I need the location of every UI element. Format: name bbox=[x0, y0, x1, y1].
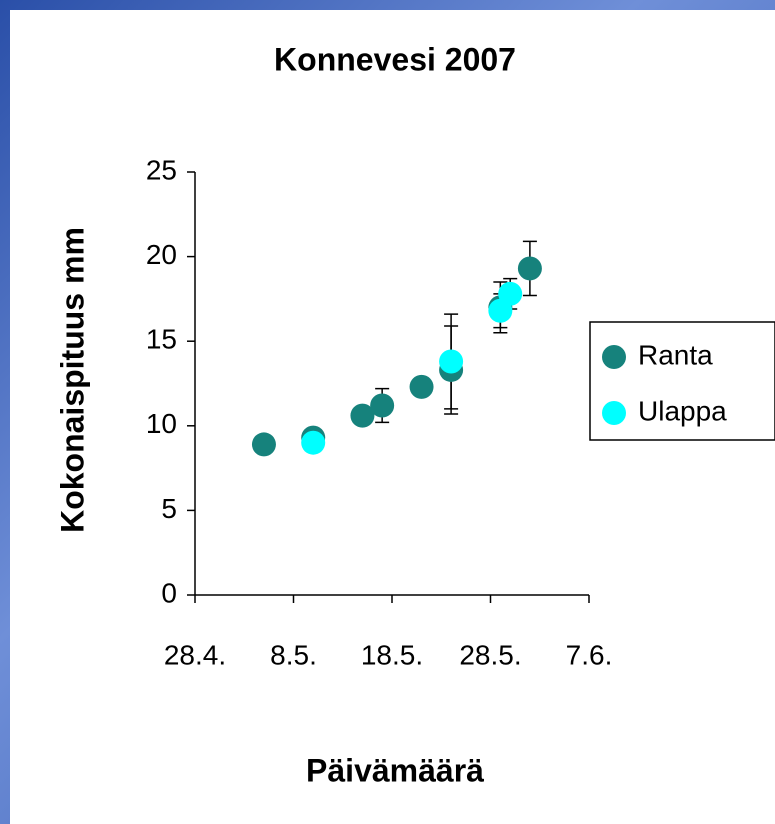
legend-marker bbox=[602, 345, 626, 369]
point bbox=[498, 281, 523, 306]
y-tick-label: 10 bbox=[146, 408, 177, 439]
point bbox=[439, 349, 464, 374]
point bbox=[350, 403, 375, 428]
point bbox=[301, 430, 326, 455]
legend-marker bbox=[602, 401, 626, 425]
x-tick-label: 18.5. bbox=[361, 639, 423, 670]
x-tick-label: 28.4. bbox=[164, 639, 226, 670]
y-tick-label: 5 bbox=[161, 493, 177, 524]
point bbox=[409, 374, 434, 399]
x-axis-label: Päivämäärä bbox=[306, 752, 484, 788]
point bbox=[251, 432, 276, 457]
y-tick-label: 0 bbox=[161, 577, 177, 608]
point bbox=[370, 393, 395, 418]
y-tick-label: 20 bbox=[146, 239, 177, 270]
x-tick-label: 28.5. bbox=[459, 639, 521, 670]
y-axis-label: Kokonaispituus mm bbox=[54, 227, 90, 533]
legend-label: Ulappa bbox=[638, 395, 727, 426]
point bbox=[517, 256, 542, 281]
y-tick-label: 15 bbox=[146, 324, 177, 355]
y-tick-label: 25 bbox=[146, 154, 177, 185]
chart-title: Konnevesi 2007 bbox=[274, 41, 516, 77]
x-tick-label: 7.6. bbox=[566, 639, 613, 670]
legend-label: Ranta bbox=[638, 339, 713, 370]
x-tick-label: 8.5. bbox=[270, 639, 317, 670]
